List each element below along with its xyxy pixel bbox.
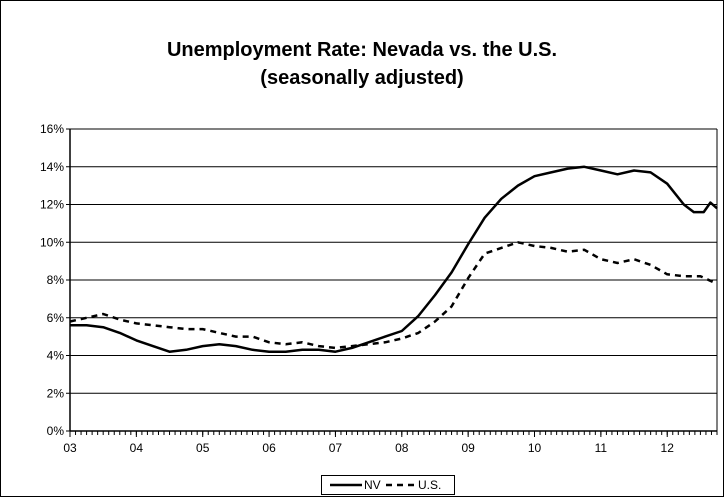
x-tick-label: 08 [395,441,409,455]
legend: NV U.S. [321,475,455,495]
x-tick-label: 12 [661,441,675,455]
chart-title-line2: (seasonally adjusted) [260,67,464,89]
x-tick-label: 06 [262,441,276,455]
x-tick-labels: 03 04 05 06 07 08 09 10 11 12 [63,441,674,455]
x-tick-label: 09 [461,441,475,455]
y-tick-label: 4% [47,349,65,363]
series-lines [69,165,718,353]
legend-label-nv: NV [364,478,381,492]
x-tick-label: 05 [196,441,210,455]
y-tick-labels: 0% 2% 4% 6% 8% 10% 12% 14% 16% [40,122,64,438]
y-tick-label: 6% [47,311,65,325]
series-line-nv [70,165,718,353]
axes [66,128,718,437]
y-tick-label: 0% [47,424,65,438]
y-tick-label: 10% [40,235,64,249]
x-tick-label: 10 [528,441,542,455]
y-tick-label: 8% [47,273,65,287]
y-tick-label: 16% [40,122,64,136]
y-tick-label: 14% [40,160,64,174]
legend-label-us: U.S. [418,478,441,492]
chart-title: Unemployment Rate: Nevada vs. the U.S. (… [0,36,724,92]
x-tick-label: 04 [130,441,144,455]
x-tick-label: 11 [595,441,608,455]
y-tick-label: 2% [47,386,65,400]
y-tick-label: 12% [40,198,64,212]
series-line-us [69,241,718,350]
x-tick-label: 07 [329,441,343,455]
chart-title-line1: Unemployment Rate: Nevada vs. the U.S. [166,39,558,61]
x-tick-label: 03 [63,441,77,455]
